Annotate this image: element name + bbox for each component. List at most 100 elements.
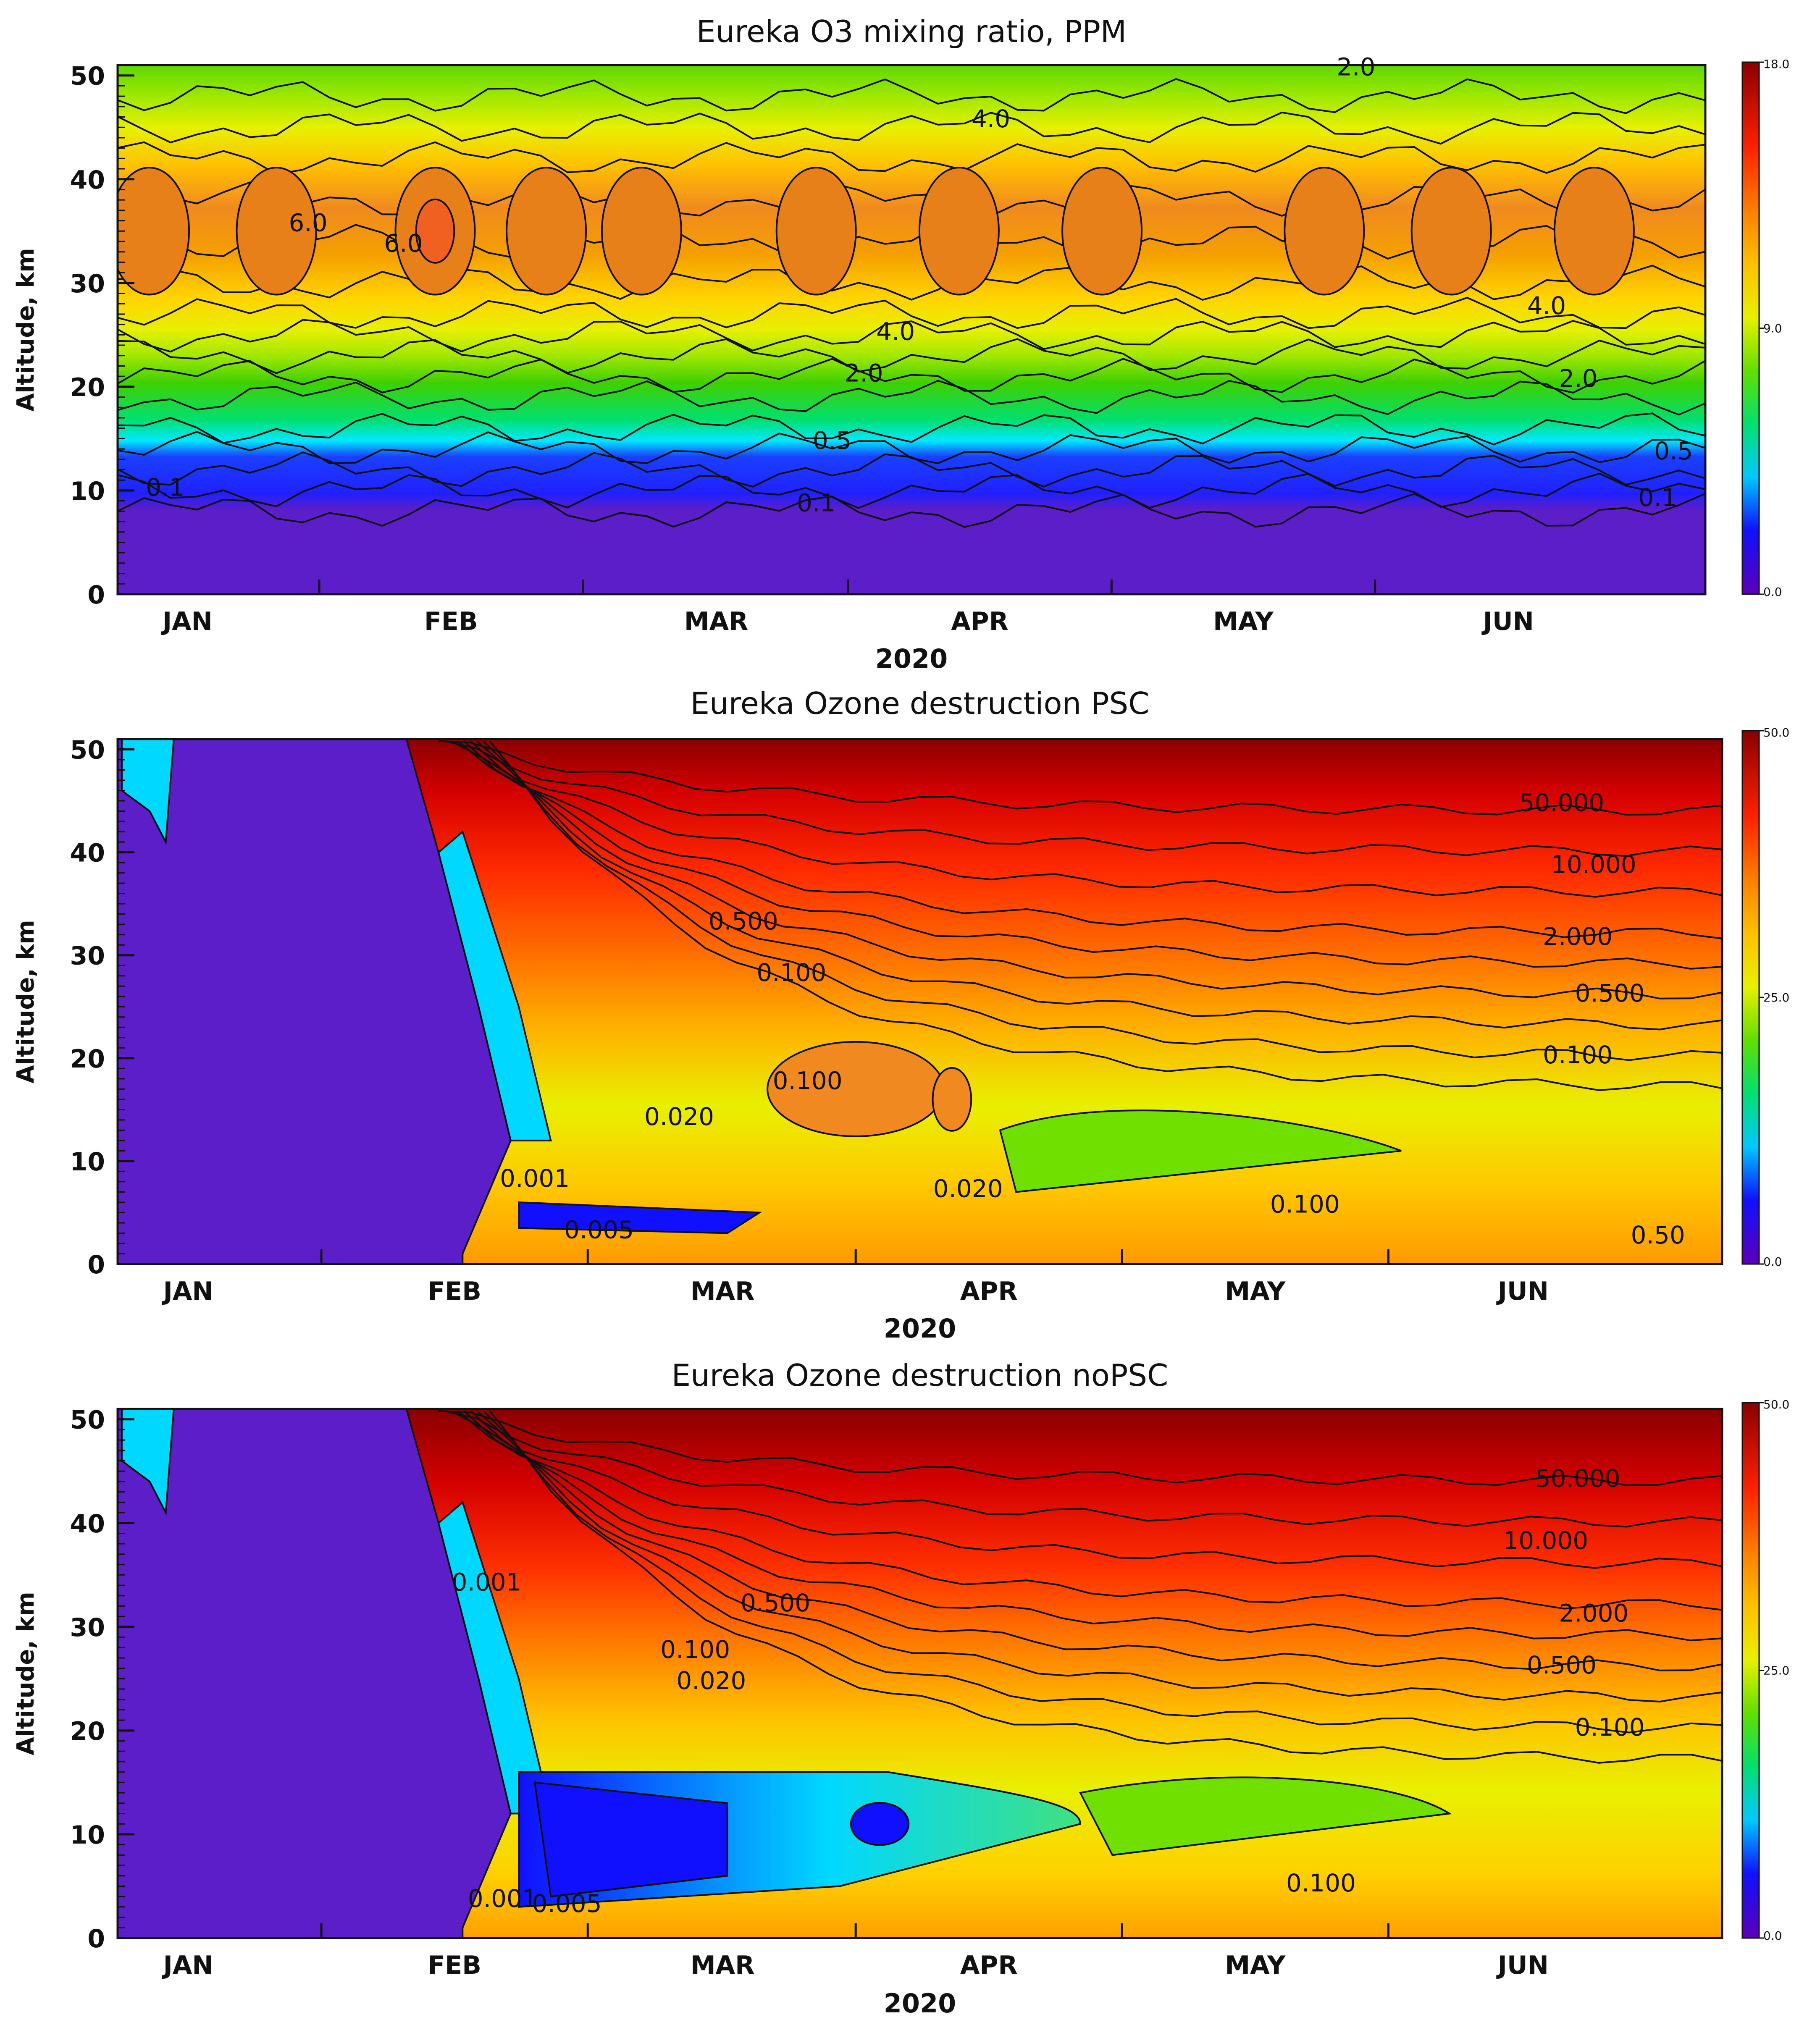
contour-line [483,740,1722,1061]
x-tick-label: MAY [1213,607,1274,636]
contour-label: 0.001 [468,1884,538,1913]
colorbar-min-label: 0.0 [1763,1929,1782,1943]
contour-label: 0.500 [741,1589,810,1617]
plot-frame [116,1408,1723,1939]
contour-label: 0.005 [564,1216,634,1244]
contour-line [451,1410,1722,1569]
contour-line [463,1410,1722,1642]
early-activation-streak [121,739,175,845]
contour-line [457,740,1722,939]
destruction-maximum-small [932,1067,972,1132]
contour-label: 0.005 [532,1889,602,1918]
y-axis-title: Altitude, km [12,248,39,412]
y-tick-label: 30 [70,269,105,299]
plot-frame [116,64,1707,595]
x-tick-label: JAN [161,607,213,636]
contour-line [476,740,1722,1031]
contour-line [118,78,1705,114]
y-tick-label: 30 [70,942,105,971]
y-tick-label: 40 [70,165,105,195]
y-tick-label: 20 [70,373,105,402]
green-tongue [999,1109,1402,1193]
panel-1: Eureka O3 mixing ratio, PPM 2.0 4.0 6.0 6.0 4… [12,14,1789,674]
ozone-maximum-blob [1410,167,1492,296]
panel-3: Eureka Ozone destruction noPSC 50.000 10.0… [12,1358,1789,2019]
contour-label: 0.020 [933,1175,1003,1203]
contour-label: 10.000 [1551,850,1636,879]
contour-label: 0.100 [1575,1713,1645,1742]
contour-line [118,472,1705,509]
contour-line [457,1410,1722,1611]
contour-line [118,296,1705,329]
x-tick-label: MAR [684,607,748,636]
contour-field [118,739,1722,1264]
contour-line [463,740,1722,970]
contour-label: 0.001 [500,1164,570,1193]
colorbar [1741,730,1760,1265]
contour-label: 2.0 [1337,53,1375,81]
contour-line [451,740,1722,898]
contour-label: 0.1 [146,473,184,501]
x-tick-label: APR [960,1277,1018,1306]
ozone-maximum-blob [775,167,857,296]
x-tick-label: JUN [1481,607,1534,636]
contour-line [489,740,1722,1091]
colorbar-mid-label: 25.0 [1763,1664,1789,1678]
ozone-maximum-blob [1553,167,1635,296]
contour-line [444,740,1722,857]
contour-label: 0.020 [676,1666,746,1695]
y-tick-label: 10 [70,477,105,506]
colorbar-max-label: 50.0 [1763,726,1789,740]
contour-label: 0.500 [1527,1651,1597,1679]
ozone-maximum-blob [118,167,190,296]
contour-label: 0.001 [452,1568,522,1596]
x-tick-label: MAR [691,1951,754,1980]
contour-label: 0.1 [797,488,835,517]
vortex-edge [437,830,552,1141]
contour-label: 2.000 [1543,922,1613,951]
ozone-maximum-blob [506,167,587,296]
colorbar [1741,61,1760,595]
contour-line [489,1410,1722,1764]
minimum-destruction-pocket [533,1781,728,1898]
x-axis-title: 2020 [875,643,948,674]
contour-line [483,1410,1722,1734]
contour-label: 10.000 [1503,1527,1588,1555]
contour-line [444,1410,1722,1528]
contour-label: 0.500 [709,907,778,935]
contour-label: 6.0 [289,208,327,237]
contour-label: 0.500 [1575,979,1645,1007]
y-tick-label: 0 [87,1250,105,1280]
contour-line [118,451,1705,488]
contour-line [476,1410,1722,1703]
contour-line [438,740,1722,816]
x-tick-label: FEB [428,1951,481,1980]
contour-label: 0.100 [1286,1869,1356,1897]
y-tick-label: 10 [70,1147,105,1177]
x-tick-label: JUN [1496,1951,1549,1980]
panel-title: Eureka Ozone destruction PSC [691,686,1150,721]
y-tick-label: 20 [70,1717,105,1746]
ozone-maximum-blob [236,167,317,296]
contour-line [118,431,1705,464]
contour-line [438,1410,1722,1486]
contour-label: 2.0 [844,359,883,388]
contour-line [118,380,1705,416]
x-tick-label: JAN [162,1951,213,1980]
ozone-maximum-blob [918,167,1000,296]
y-axis-title: Altitude, km [12,1592,39,1755]
x-axis-title: 2020 [884,1988,956,2019]
x-tick-label: FEB [424,607,478,636]
panel-title: Eureka Ozone destruction noPSC [672,1358,1169,1393]
low-destruction-pocket [518,1201,762,1234]
plot-frame [116,738,1723,1265]
panel-title: Eureka O3 mixing ratio, PPM [696,14,1127,49]
x-tick-label: APR [951,607,1008,636]
y-tick-label: 20 [70,1044,105,1074]
x-tick-label: JAN [162,1277,213,1306]
contour-label: 6.0 [384,229,423,258]
contour-label: 4.0 [876,317,915,346]
y-tick-label: 40 [70,1509,105,1539]
y-tick-label: 50 [70,736,105,765]
x-tick-label: JUN [1496,1277,1549,1306]
